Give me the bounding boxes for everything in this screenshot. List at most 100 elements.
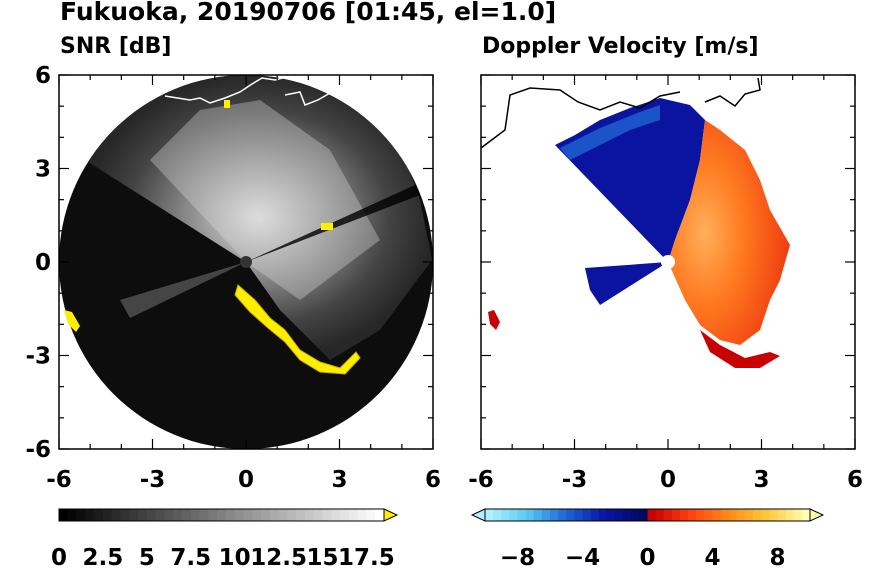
snr-colorbar-segment [278, 509, 288, 521]
doppler-colorbar-segment [777, 509, 787, 521]
snr-colorbar-segment [102, 509, 113, 521]
doppler-colorbar-segment [801, 509, 811, 521]
snr-axis-ticks: -6 -3 0 3 6 6 3 0 -3 -6 [25, 63, 441, 493]
doppler-colorbar-segment [574, 509, 583, 521]
snr-colorbar-segment [375, 509, 385, 521]
doppler-colorbar-over-arrow [809, 508, 825, 522]
snr-colorbar-segment [348, 509, 359, 521]
snr-colorbar-segment [331, 509, 341, 521]
snr-colorbar-label: 7.5 [170, 545, 211, 570]
x-tick-label: 0 [238, 467, 254, 493]
snr-colorbar: 0 2.5 5 7.5 10 12.5 15 17.5 [51, 508, 399, 570]
snr-colorbar-segment [234, 509, 244, 521]
doppler-colorbar-label: −4 [565, 545, 600, 570]
snr-colorbar-segment [76, 509, 86, 521]
doppler-colorbar-segment [728, 509, 738, 521]
doppler-colorbar-segment [615, 509, 624, 521]
doppler-colorbar-segment [671, 509, 681, 521]
snr-colorbar-segment [94, 509, 104, 521]
snr-colorbar-segment [85, 509, 95, 521]
snr-colorbar-segment [190, 509, 201, 521]
doppler-colorbar-segment [485, 509, 494, 521]
snr-colorbar-label: 15 [307, 545, 339, 570]
doppler-colorbar-segment [541, 509, 551, 521]
doppler-receding-tail [700, 330, 780, 368]
doppler-colorbar-frame [484, 508, 811, 522]
doppler-colorbar-segment [769, 509, 778, 521]
snr-colorbar-segment [138, 509, 148, 521]
doppler-colorbar-segment [558, 509, 567, 521]
doppler-colorbar-segment [753, 509, 762, 521]
snr-colorbar-segment [120, 509, 130, 521]
snr-colorbar-label: 10 [219, 545, 251, 570]
snr-colorbar-segment [269, 509, 280, 521]
panel-title-snr: SNR [dB] [60, 34, 172, 59]
snr-colorbar-segment [155, 509, 165, 521]
snr-colorbar-segment [340, 509, 350, 521]
doppler-colorbar-segment [517, 509, 527, 521]
snr-clutter-north [224, 100, 230, 108]
snr-colorbar-segment [199, 509, 209, 521]
doppler-colorbar-segment [582, 509, 592, 521]
snr-colorbar-over-arrow [383, 508, 399, 522]
snr-colorbar-segment [217, 509, 227, 521]
snr-colorbar-label: 12.5 [250, 545, 307, 570]
snr-colorbar-segment [252, 509, 262, 521]
doppler-colorbar-segment [493, 509, 502, 521]
doppler-colorbar-segment [785, 509, 795, 521]
doppler-colorbar-segment [631, 509, 640, 521]
doppler-colorbar-segment [533, 509, 543, 521]
y-tick-label: 0 [35, 250, 51, 276]
snr-colorbar-segment [67, 509, 78, 521]
y-tick-label: 3 [35, 157, 51, 183]
snr-colorbar-segment [181, 509, 192, 521]
snr-colorbar-label: 2.5 [83, 545, 124, 570]
snr-colorbar-segment [59, 509, 69, 521]
x-tick-label: 3 [331, 467, 347, 493]
snr-colorbar-segment [304, 509, 315, 521]
doppler-approaching-edge [560, 105, 660, 160]
doppler-southwest-echo [488, 310, 500, 330]
snr-colorbar-segment [366, 509, 376, 521]
doppler-colorbar-segment [550, 509, 559, 521]
doppler-colorbar-label: 8 [769, 545, 785, 570]
snr-echo-sector [85, 75, 432, 360]
doppler-colorbar-segment [793, 509, 803, 521]
snr-colorbar-segment [129, 509, 139, 521]
snr-colorbar-segment [111, 509, 121, 521]
x-tick-label: -6 [46, 467, 72, 493]
snr-colorbar-segment [208, 509, 218, 521]
x-tick-label: 3 [753, 467, 769, 493]
snr-colorbar-segment [225, 509, 236, 521]
snr-clutter-east [321, 223, 333, 230]
doppler-colorbar-segment [704, 509, 713, 521]
y-tick-label: -6 [25, 437, 51, 463]
doppler-colorbar-segment [761, 509, 770, 521]
doppler-colorbar-segment [623, 509, 632, 521]
snr-colorbar-label: 5 [139, 545, 155, 570]
doppler-colorbar-label: 4 [704, 545, 720, 570]
doppler-axis-ticks: -6 -3 0 3 6 [468, 74, 863, 493]
x-tick-label: -3 [562, 467, 588, 493]
snr-beam-west [120, 262, 246, 318]
snr-clutter-southeast [234, 284, 361, 375]
doppler-colorbar: −8 −4 0 4 8 [470, 508, 825, 570]
snr-coastline [164, 75, 331, 106]
doppler-colorbar-segment [720, 509, 730, 521]
doppler-colorbar-label: −8 [500, 545, 535, 570]
figure-title: Fukuoka, 20190706 [01:45, el=1.0] [60, 0, 557, 26]
snr-colorbar-segment [287, 509, 297, 521]
doppler-colorbar-segment [590, 509, 600, 521]
snr-colorbar-segment [243, 509, 253, 521]
doppler-colorbar-segment [501, 509, 510, 521]
snr-colorbar-segment [296, 509, 306, 521]
snr-colorbar-segment [357, 509, 367, 521]
snr-colorbar-frame [58, 508, 385, 522]
x-tick-label: 6 [847, 467, 863, 493]
doppler-colorbar-segment [655, 509, 665, 521]
doppler-colorbar-segment [696, 509, 705, 521]
doppler-receding-region [668, 120, 790, 345]
snr-colorbar-segment [146, 509, 157, 521]
x-tick-label: 6 [425, 467, 441, 493]
snr-colorbar-segment [313, 509, 324, 521]
